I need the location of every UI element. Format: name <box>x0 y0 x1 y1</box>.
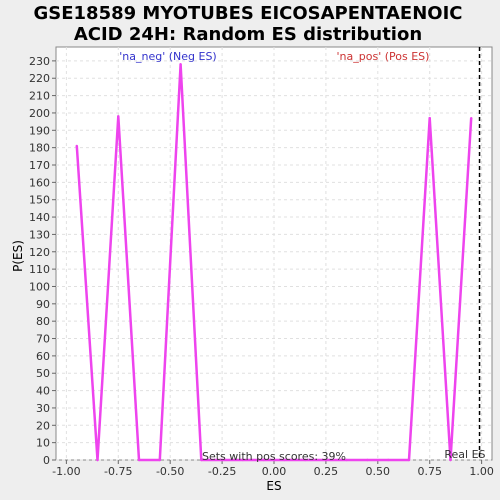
y-axis-label: P(ES) <box>11 240 25 272</box>
data-point <box>200 458 203 462</box>
data-point <box>117 115 120 118</box>
y-tick-label: 70 <box>36 333 50 346</box>
chart-title-line-2: ACID 24H: Random ES distribution <box>74 24 422 45</box>
data-point <box>386 458 390 462</box>
y-tick-label: 80 <box>36 315 50 328</box>
y-tick-label: 10 <box>36 437 50 450</box>
y-tick-label: 30 <box>36 402 50 415</box>
x-tick-label: 0.00 <box>262 465 287 478</box>
neg-es-annotation: 'na_neg' (Neg ES) <box>119 50 216 63</box>
data-point <box>220 458 224 462</box>
es-distribution-line <box>75 63 473 462</box>
data-point <box>428 116 431 120</box>
data-point <box>303 458 307 462</box>
x-tick-label: 1.00 <box>469 465 494 478</box>
data-point <box>158 458 162 462</box>
x-axis-label: ES <box>266 479 281 493</box>
data-point <box>407 458 411 462</box>
y-tick-label: 50 <box>36 367 50 380</box>
y-axis: 0 10 20 30 40 50 60 70 80 90 100 110 120 130 140 150 160… <box>29 55 56 467</box>
x-tick-label: 0.50 <box>366 465 391 478</box>
y-tick-label: 0 <box>43 454 50 467</box>
y-tick-label: 160 <box>29 176 50 189</box>
x-tick-label: -0.25 <box>208 465 236 478</box>
y-tick-label: 110 <box>29 263 50 276</box>
data-point <box>137 458 141 462</box>
y-tick-label: 90 <box>36 298 50 311</box>
pos-scores-footer: Sets with pos scores: 39% <box>202 450 346 463</box>
series-layer <box>75 63 473 462</box>
data-point <box>324 458 328 462</box>
y-tick-label: 220 <box>29 72 50 85</box>
data-point <box>96 458 99 462</box>
data-point <box>75 144 78 148</box>
y-tick-label: 190 <box>29 124 50 137</box>
x-tick-label: 0.75 <box>417 465 442 478</box>
data-point <box>366 458 369 462</box>
x-tick-label: -1.00 <box>52 465 80 478</box>
data-point <box>283 458 286 462</box>
data-point <box>179 63 182 66</box>
y-tick-label: 100 <box>29 280 50 293</box>
chart-title-line-1: GSE18589 MYOTUBES EICOSAPENTAENOIC <box>33 3 462 24</box>
y-tick-label: 150 <box>29 194 50 207</box>
y-tick-label: 170 <box>29 159 50 172</box>
y-tick-label: 210 <box>29 90 50 103</box>
x-tick-label: 0.25 <box>314 465 339 478</box>
y-tick-label: 130 <box>29 228 50 241</box>
x-axis: -1.00 -0.75 -0.50 -0.25 0.00 0.25 0.50 0.75 1.00 <box>52 460 494 478</box>
x-tick-label: -0.75 <box>104 465 132 478</box>
x-tick-label: -0.50 <box>156 465 184 478</box>
y-tick-label: 140 <box>29 211 50 224</box>
y-tick-label: 200 <box>29 107 50 120</box>
data-point <box>345 458 348 462</box>
y-tick-label: 120 <box>29 246 50 259</box>
data-point <box>262 458 265 462</box>
y-tick-label: 180 <box>29 142 50 155</box>
y-tick-label: 230 <box>29 55 50 68</box>
y-tick-label: 20 <box>36 419 50 432</box>
data-point <box>449 458 452 462</box>
y-tick-label: 40 <box>36 385 50 398</box>
data-point <box>241 458 245 462</box>
real-es-label: Real ES <box>444 448 485 461</box>
data-point <box>470 116 473 120</box>
y-tick-label: 60 <box>36 350 50 363</box>
pos-es-annotation: 'na_pos' (Pos ES) <box>337 50 430 63</box>
